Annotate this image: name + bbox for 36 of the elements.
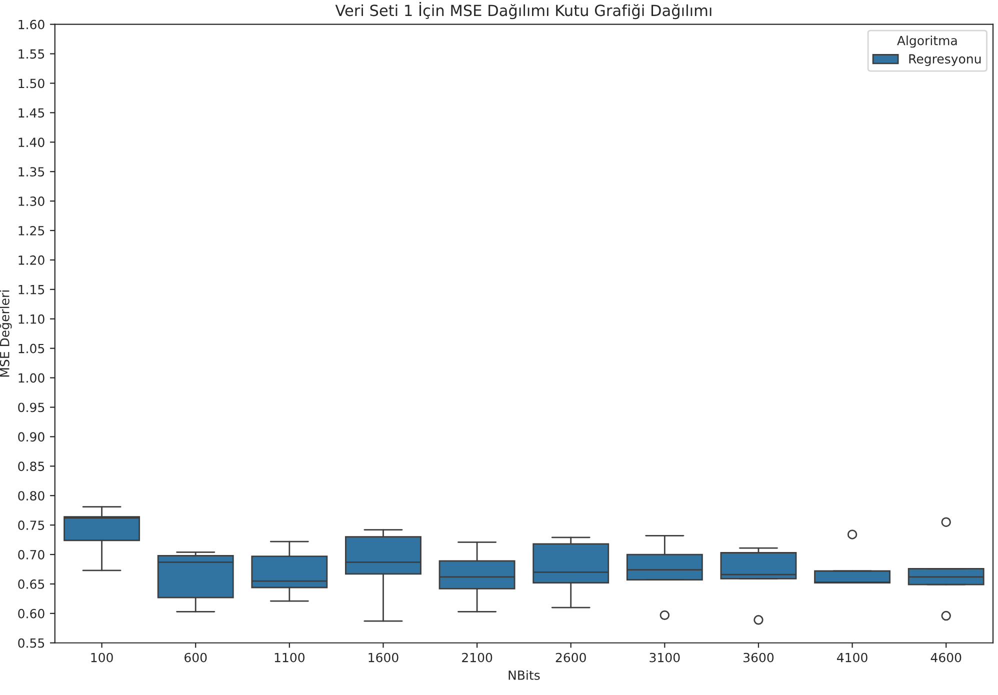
x-axis-title: NBits [508,670,540,680]
x-tick-label: 2100 [462,652,492,662]
y-tick-label: 1.60 [18,20,44,30]
x-tick-label: 3100 [650,652,680,662]
x-tick-label: 1100 [274,652,304,662]
x-tick-label: 1600 [368,652,398,662]
legend-label: Regresyonu [909,54,981,66]
x-tick-label: 4600 [930,652,962,662]
y-tick-label: 0.85 [18,462,44,472]
x-tick-label: 600 [184,652,207,662]
y-tick-label: 0.90 [18,432,44,442]
y-tick-label: 0.75 [18,520,44,530]
chart-title: Veri Seti 1 İçin MSE Dağılımı Kutu Grafiği Dağılımı [335,2,712,20]
x-tick-label: 3600 [744,652,774,662]
y-tick-label: 1.50 [18,78,44,88]
y-tick-label: 1.45 [18,108,44,118]
y-tick-label: 1.35 [18,167,44,177]
y-tick-label: 1.25 [18,226,44,236]
y-tick-label: 0.65 [18,579,44,589]
y-tick-label: 0.60 [18,608,44,618]
y-tick-label: 1.10 [18,314,44,324]
y-tick-label: 1.05 [18,344,44,354]
y-tick-label: 1.15 [18,285,44,294]
y-tick-label: 0.70 [18,550,44,560]
y-tick-label: 1.40 [18,138,44,148]
y-tick-label: 1.30 [18,196,44,206]
y-tick-label: 1.20 [18,255,44,265]
y-tick-label: 1.00 [18,373,44,383]
y-tick-label: 0.95 [18,402,44,412]
y-tick-label: 1.55 [18,49,44,59]
x-tick-label: 100 [91,652,113,662]
x-tick-label: 4100 [836,652,868,662]
y-tick-label: 0.55 [18,638,44,648]
y-tick-label: 0.80 [18,491,44,501]
legend-title: Algoritma [897,36,957,48]
x-tick-label: 2600 [556,652,586,662]
